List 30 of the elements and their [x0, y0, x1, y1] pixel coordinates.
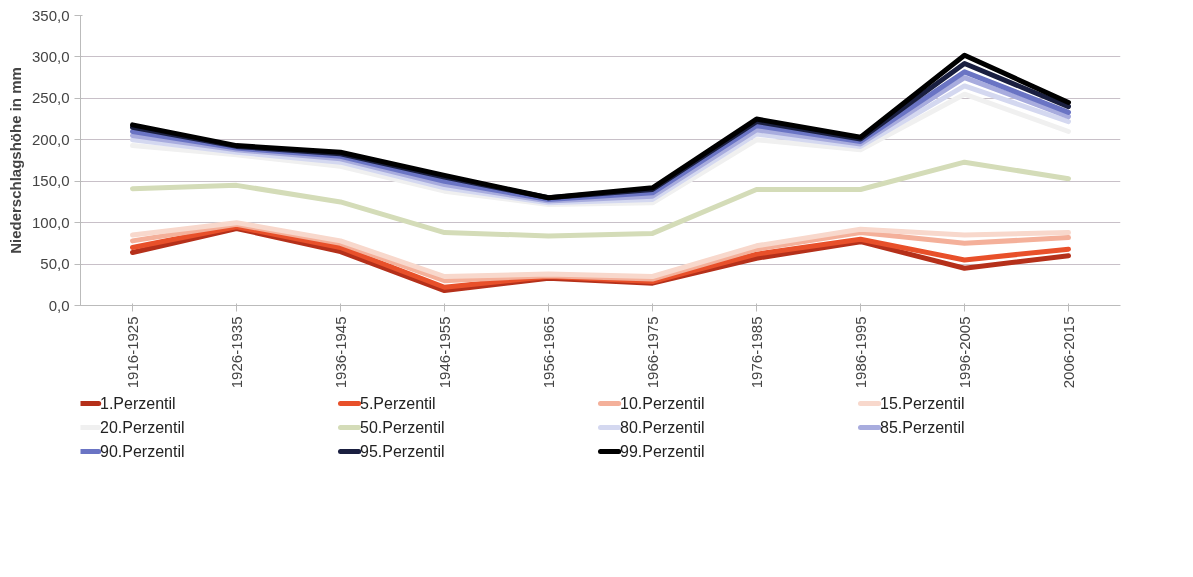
y-tick-label: 200,0: [31, 130, 70, 148]
legend-label: 5.Perzentil: [360, 395, 436, 412]
x-tick-label: 1976-1985: [747, 316, 765, 389]
x-tick-label: 1936-1945: [331, 316, 349, 389]
legend-label: 80.Perzentil: [620, 419, 705, 436]
y-tick-label: 250,0: [31, 89, 70, 107]
legend-label: 85.Perzentil: [880, 419, 965, 436]
x-tick-label: 1966-1975: [643, 316, 661, 389]
legend-label: 20.Perzentil: [100, 419, 185, 436]
legend-label: 15.Perzentil: [880, 395, 965, 412]
legend-label: 99.Perzentil: [620, 443, 705, 460]
y-tick-label: 300,0: [31, 47, 70, 65]
legend-label: 50.Perzentil: [360, 419, 445, 436]
y-tick-label: 0,0: [48, 296, 70, 314]
y-axis-title: Niederschlagshöhe in mm: [6, 67, 24, 254]
y-tick-label: 100,0: [31, 213, 70, 231]
y-tick-label: 150,0: [31, 172, 70, 190]
y-tick-label: 50,0: [40, 255, 70, 273]
x-tick-label: 1926-1935: [227, 316, 245, 389]
legend-label: 1.Perzentil: [100, 395, 176, 412]
y-tick-label: 350,0: [31, 6, 70, 24]
x-tick-label: 1986-1995: [851, 316, 869, 389]
x-tick-label: 1916-1925: [123, 316, 141, 389]
x-tick-label: 1996-2005: [955, 316, 973, 389]
x-tick-label: 1956-1965: [539, 316, 557, 389]
legend-label: 95.Perzentil: [360, 443, 445, 460]
legend-label: 10.Perzentil: [620, 395, 705, 412]
x-tick-label: 2006-2015: [1059, 316, 1077, 389]
x-tick-label: 1946-1955: [435, 316, 453, 389]
legend-label: 90.Perzentil: [100, 443, 185, 460]
